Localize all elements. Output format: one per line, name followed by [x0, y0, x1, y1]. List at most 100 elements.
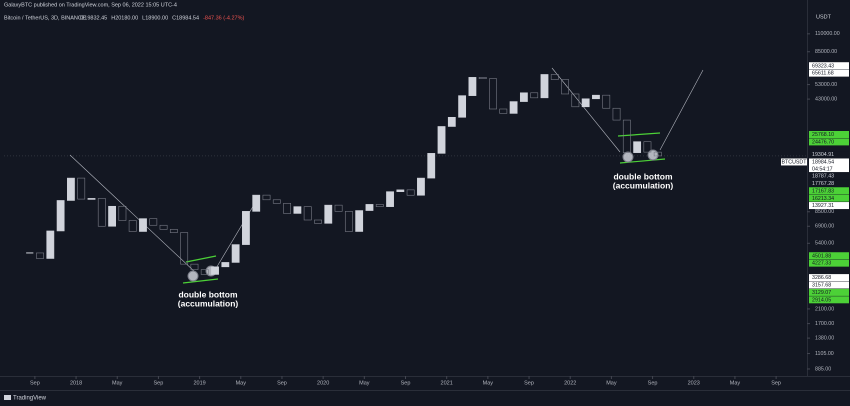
y-tick-label: 6900.00: [815, 224, 834, 230]
candle: [108, 205, 116, 227]
ohlc-value: O19832.45: [80, 15, 107, 21]
price-label-box: [809, 259, 849, 267]
x-tick-label: May: [112, 380, 123, 386]
trend-line: [551, 67, 621, 153]
x-tick-label: 2023: [688, 380, 700, 386]
price-label-box: [809, 69, 849, 77]
candle: [87, 198, 96, 200]
bottom-marker: [187, 270, 199, 282]
x-tick-label: 2020: [317, 380, 329, 386]
price-label-box: [809, 296, 849, 304]
price-label-box: [809, 138, 849, 146]
candle: [519, 92, 528, 102]
candle: [550, 74, 559, 80]
candle: [67, 177, 75, 201]
price-label-box: [809, 202, 849, 210]
annotation: double bottom: [178, 289, 237, 299]
price-label-box: [809, 252, 849, 260]
candle: [499, 108, 508, 114]
x-tick-label: 2018: [70, 380, 82, 386]
candle: [468, 77, 477, 96]
candle: [139, 218, 147, 232]
x-tick-label: 2022: [564, 380, 576, 386]
price-label: 18984.54: [812, 160, 834, 166]
x-tick-label: May: [483, 380, 494, 386]
candle: [592, 94, 600, 100]
y-tick-label: 1105.00: [815, 351, 834, 357]
x-tick-label: Sep: [648, 380, 658, 386]
y-tick-label: 85000.00: [815, 49, 837, 55]
x-tick-label: Sep: [154, 380, 164, 386]
price-label: 25768.10: [812, 132, 834, 138]
price-label: 4227.33: [812, 261, 831, 267]
symbol-title: Bitcoin / TetherUS, 3D, BINANCE: [4, 15, 86, 21]
candle: [118, 205, 127, 221]
candle: [283, 203, 292, 214]
candle: [561, 79, 569, 95]
y-tick-label: 110000.00: [815, 31, 840, 37]
annotation: double bottom: [613, 171, 672, 181]
price-label-box: [809, 62, 849, 70]
candle: [437, 126, 446, 154]
candle: [530, 92, 539, 99]
symbol-label: BTCUSDT: [781, 159, 807, 165]
price-label: 16213.34: [812, 196, 834, 202]
candle: [190, 263, 199, 270]
x-tick-label: Sep: [401, 380, 411, 386]
price-axis: 110000.00 85000.00 53000.00 43000.00 8500.00…: [781, 31, 849, 372]
candle: [355, 210, 364, 232]
y-tick-label: 1700.00: [815, 321, 834, 327]
price-label: 19304.91: [812, 152, 834, 158]
price-label: 65611.68: [812, 71, 834, 77]
candle: [46, 230, 55, 259]
y-tick-label: 53000.00: [815, 82, 837, 88]
x-tick-label: May: [606, 380, 617, 386]
candle: [97, 198, 106, 227]
candle: [417, 177, 425, 196]
candle: [128, 220, 137, 232]
price-label-box: [809, 179, 849, 187]
bottom-marker: [647, 149, 659, 161]
candle: [489, 78, 497, 110]
candle: [633, 141, 642, 153]
y-tick-label: 2100.00: [815, 306, 834, 312]
ohlc-value: -847.36 (-4.27%): [203, 15, 244, 21]
candle: [581, 98, 590, 108]
logo-mark: [4, 395, 11, 400]
y-tick-label: 1380.00: [815, 336, 834, 342]
price-label-box: [809, 130, 849, 138]
price-label: 3129.07: [812, 290, 831, 296]
candle: [159, 224, 168, 230]
candle: [242, 211, 250, 245]
candle: [334, 204, 343, 212]
candle: [509, 101, 518, 114]
candle: [612, 107, 621, 121]
projection-line: [659, 69, 704, 151]
x-tick-label: 2019: [193, 380, 205, 386]
price-label-box: [809, 187, 849, 195]
candle: [221, 262, 230, 268]
price-label: 3157.68: [812, 283, 831, 289]
price-label-box: [809, 288, 849, 296]
x-tick-label: 2021: [441, 380, 453, 386]
candle: [149, 218, 158, 226]
candle: [180, 232, 189, 265]
candle: [262, 194, 271, 201]
x-tick-label: May: [730, 380, 741, 386]
plot-area: Sep 2018 May Sep 2019 May Sep 2020 May Sep 2021 May…: [4, 74, 807, 386]
y-tick-label: 5400.00: [815, 241, 834, 247]
candle: [365, 204, 374, 211]
candle: [406, 189, 415, 196]
candle: [396, 189, 405, 192]
candle: [56, 200, 65, 232]
resistance-line: [617, 132, 661, 137]
y-tick-label: 8500.00: [815, 209, 834, 215]
price-label: 13927.31: [812, 203, 834, 209]
x-tick-label: Sep: [30, 380, 40, 386]
trend-line: [69, 154, 196, 273]
candle: [200, 269, 209, 275]
candle: [447, 116, 456, 127]
price-label: 3286.68: [812, 275, 831, 281]
candle: [653, 151, 662, 157]
